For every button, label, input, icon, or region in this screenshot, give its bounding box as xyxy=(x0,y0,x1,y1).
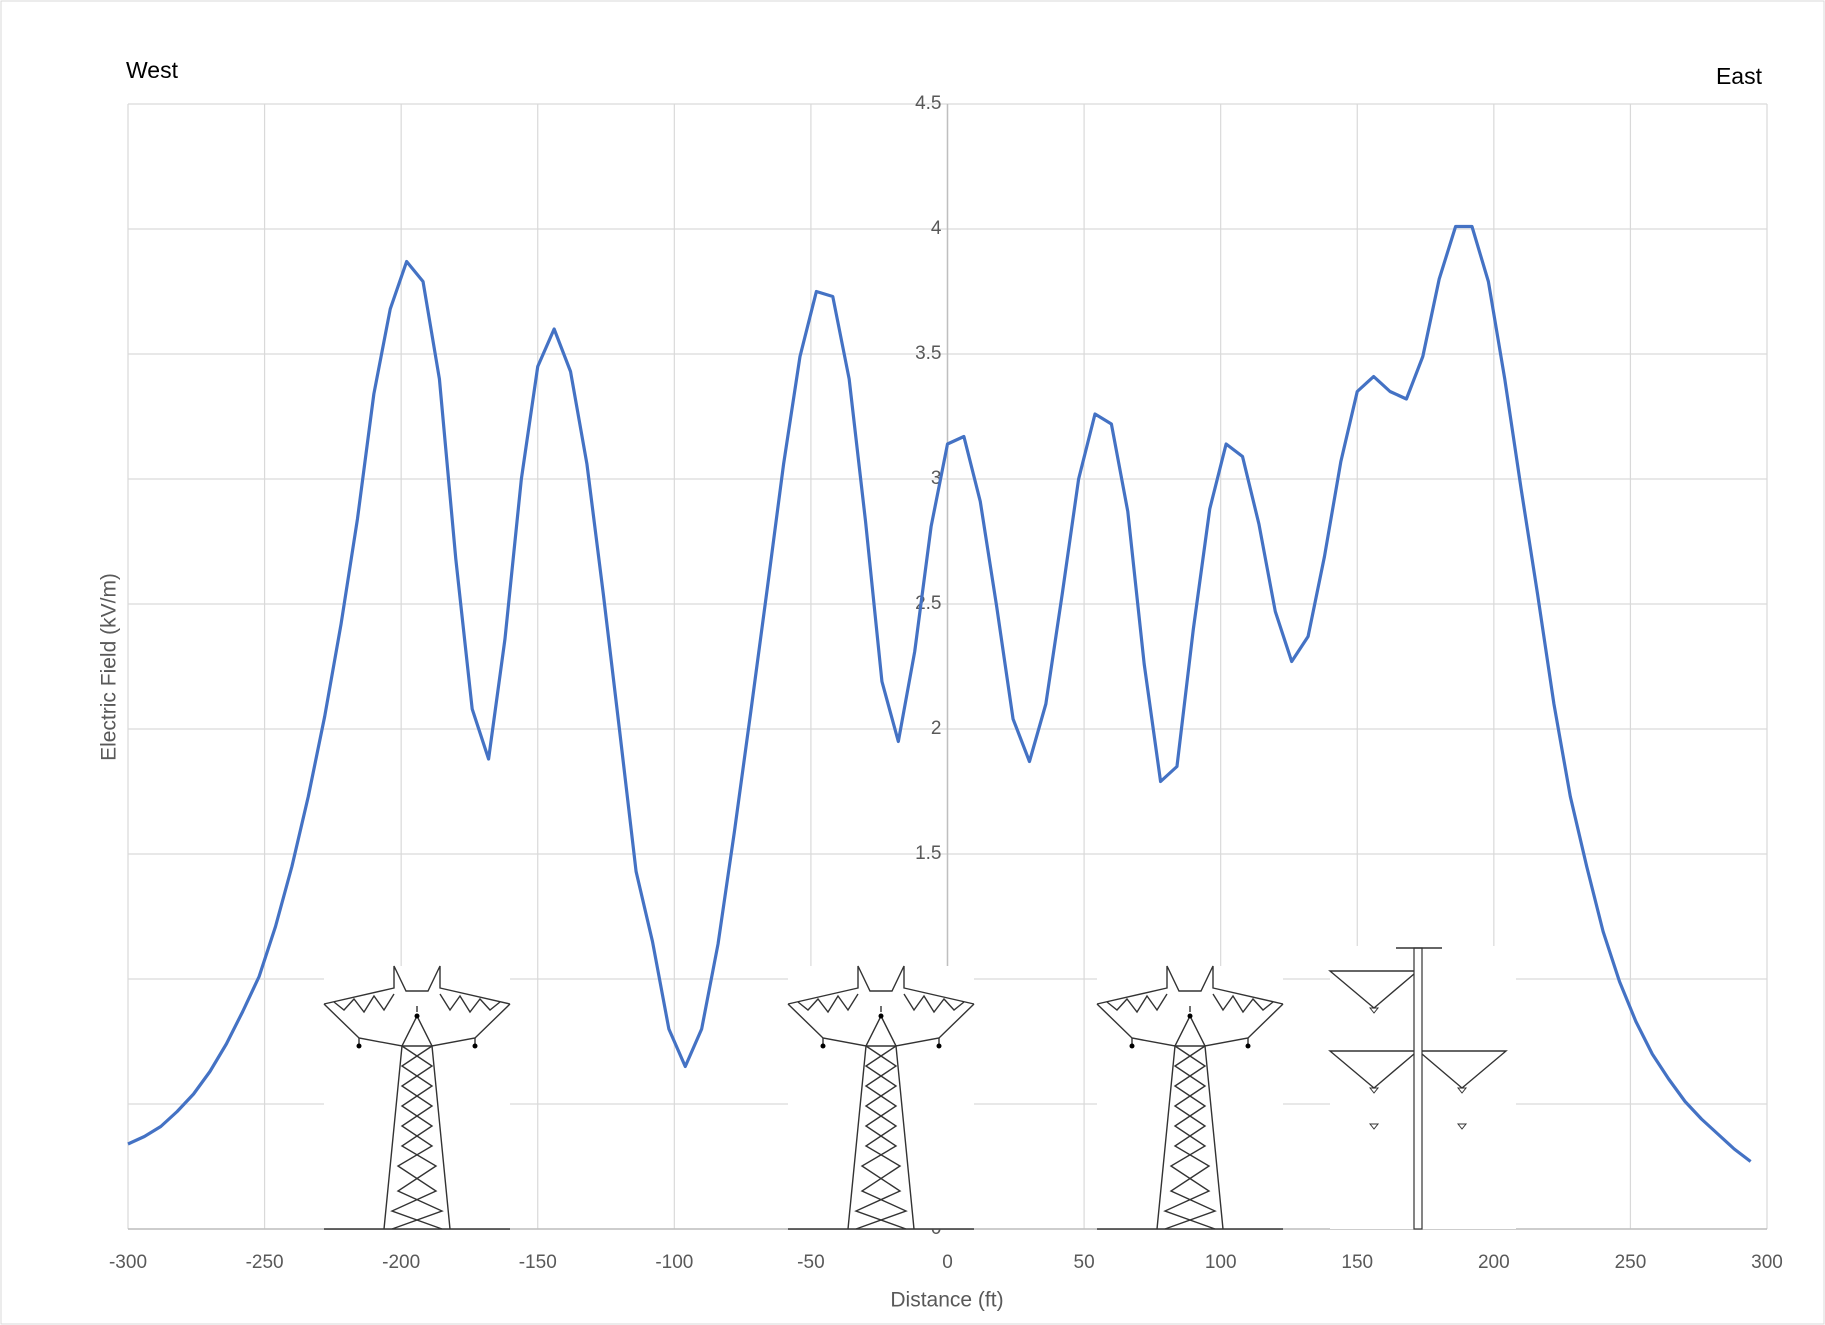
y-tick-label: 4 xyxy=(931,218,942,239)
x-tick-label: 0 xyxy=(942,1252,953,1273)
x-tick-label: -100 xyxy=(655,1252,693,1273)
x-tick-label: -50 xyxy=(797,1252,824,1273)
lattice-tower xyxy=(324,966,510,1229)
x-tick-label: 250 xyxy=(1615,1252,1647,1273)
tower-illustrations xyxy=(324,946,1516,1229)
x-tick-label: -150 xyxy=(519,1252,557,1273)
x-tick-label: 50 xyxy=(1074,1252,1095,1273)
x-tick-label: -200 xyxy=(382,1252,420,1273)
lattice-tower xyxy=(1097,966,1283,1229)
x-tick-label: -250 xyxy=(246,1252,284,1273)
y-tick-label: 1.5 xyxy=(915,843,941,864)
y-tick-label: 3.5 xyxy=(915,343,941,364)
x-axis-title: Distance (ft) xyxy=(890,1289,1003,1312)
y-tick-label: 2 xyxy=(931,718,942,739)
monopole xyxy=(1330,946,1516,1229)
chart: West East Distance (ft) Electric Field (… xyxy=(0,0,1825,1325)
east-label: East xyxy=(1716,63,1763,89)
x-tick-label: 100 xyxy=(1205,1252,1237,1273)
y-axis-title: Electric Field (kV/m) xyxy=(98,573,121,761)
x-tick-label: 200 xyxy=(1478,1252,1510,1273)
lattice-tower xyxy=(788,966,974,1229)
west-label: West xyxy=(126,57,179,83)
x-tick-label: -300 xyxy=(109,1252,147,1273)
y-tick-label: 4.5 xyxy=(915,93,941,114)
x-tick-label: 150 xyxy=(1341,1252,1373,1273)
x-tick-label: 300 xyxy=(1751,1252,1783,1273)
